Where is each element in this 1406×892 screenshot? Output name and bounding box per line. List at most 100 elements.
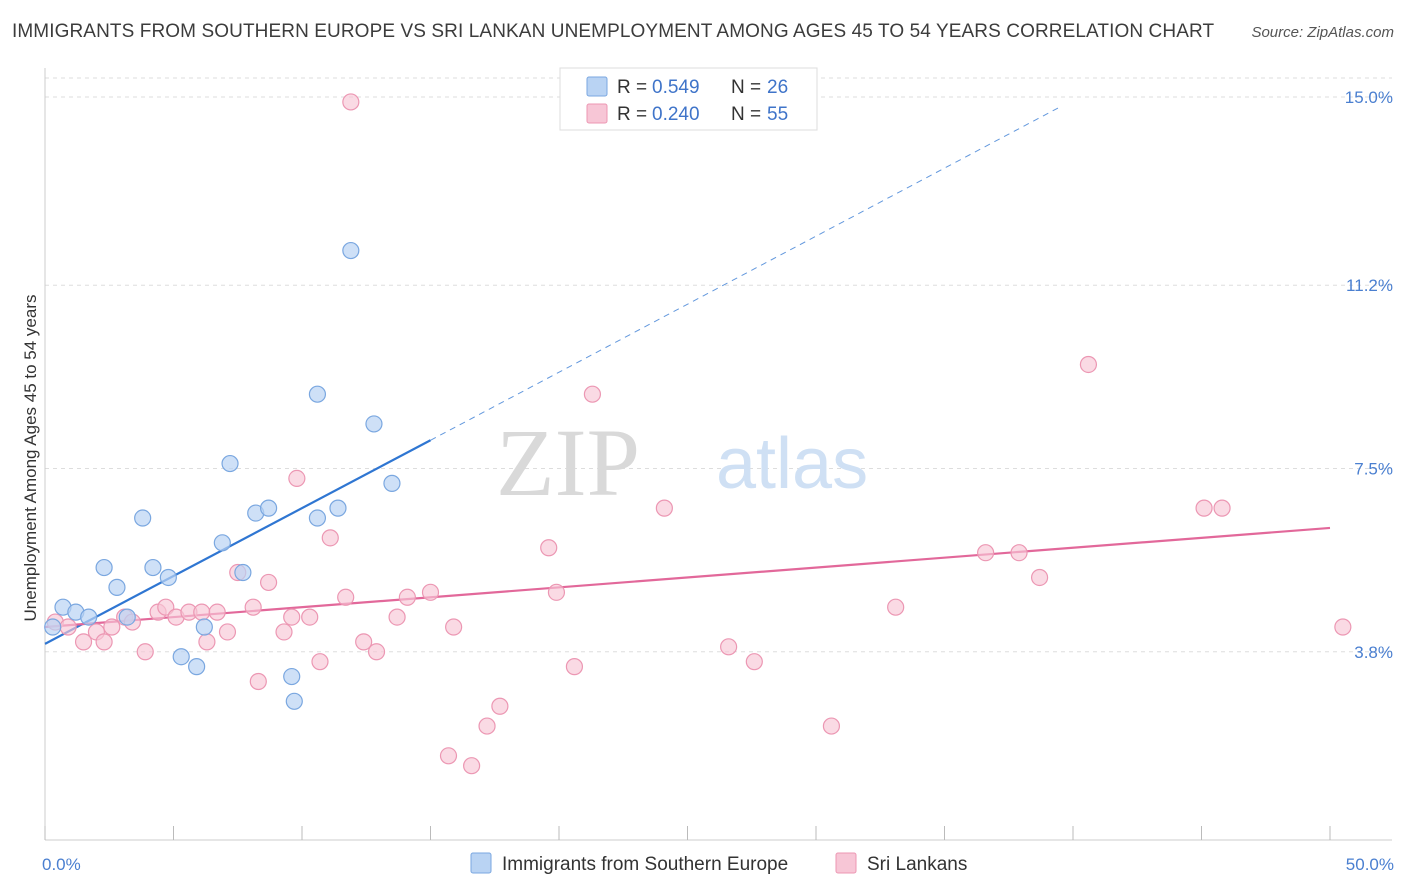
axes [44,68,1392,841]
points-southern-europe [44,241,401,710]
trend-line-southern-europe-extension [430,106,1061,441]
point-sri-lankans-41 [565,658,584,676]
point-southern-europe-14 [221,454,239,473]
point-sri-lankans-5 [103,618,121,636]
source-credit: Source: ZipAtlas.com [1251,24,1394,41]
point-southern-europe-5 [108,578,126,596]
point-sri-lankans-34 [439,747,458,765]
point-sri-lankans-21 [275,623,293,641]
point-sri-lankans-26 [321,529,339,547]
point-sri-lankans-14 [198,633,216,651]
point-sri-lankans-19 [249,672,267,691]
point-sri-lankans-18 [244,598,262,616]
point-southern-europe-17 [259,499,278,517]
point-sri-lankans-13 [193,603,211,621]
legend-r-value-pink: 0.240 [652,104,700,125]
legend-r-value-blue: 0.549 [652,77,700,98]
point-sri-lankans-51 [1079,355,1098,374]
bottom-legend-swatch-blue [470,852,492,874]
legend-n-label-pink: N = [731,104,761,125]
point-southern-europe-10 [172,648,190,666]
point-southern-europe-13 [213,534,231,552]
point-sri-lankans-33 [421,583,440,601]
point-southern-europe-12 [195,618,213,636]
point-southern-europe-3 [80,608,98,626]
point-southern-europe-21 [308,509,327,527]
point-sri-lankans-32 [398,588,416,606]
trend-line-southern-europe [44,439,432,645]
point-sri-lankans-24 [301,608,319,626]
point-southern-europe-9 [159,568,177,587]
point-sri-lankans-40 [547,583,566,601]
legend-r-label-blue: R = [617,77,647,98]
point-sri-lankans-43 [655,499,673,517]
point-southern-europe-11 [188,658,206,676]
point-sri-lankans-50 [1030,568,1049,587]
point-sri-lankans-36 [463,757,481,775]
watermark-zip: ZIP [496,409,640,516]
point-sri-lankans-46 [822,717,841,735]
legend-n-value-blue: 26 [767,77,788,98]
points-sri-lankans [46,93,1352,775]
point-sri-lankans-35 [445,618,463,636]
point-sri-lankans-29 [355,633,373,651]
point-sri-lankans-10 [157,598,175,616]
watermark-atlas: atlas [716,424,868,504]
point-southern-europe-22 [329,499,347,517]
point-southern-europe-8 [144,558,162,577]
point-sri-lankans-31 [388,608,406,626]
point-sri-lankans-4 [95,633,113,651]
series-legend: Immigrants from Southern Europe Sri Lank… [470,852,967,875]
point-southern-europe-25 [383,474,401,492]
trend-lines [44,106,1331,645]
point-sri-lankans-49 [1010,544,1028,562]
point-sri-lankans-45 [745,653,763,671]
point-sri-lankans-25 [311,653,329,671]
point-sri-lankans-42 [583,385,602,403]
bottom-legend-label-pink: Sri Lankans [867,854,967,875]
point-sri-lankans-47 [887,598,905,616]
point-sri-lankans-22 [283,608,301,626]
legend-r-label-pink: R = [617,104,647,125]
x-tick-label-min: 0.0% [42,855,81,874]
point-southern-europe-23 [342,241,360,260]
point-sri-lankans-44 [720,638,738,656]
point-southern-europe-19 [285,692,303,710]
legend-n-label-blue: N = [731,77,761,98]
point-southern-europe-6 [118,608,136,626]
correlation-legend: R = 0.549 N = 26 R = 0.240 N = 55 [559,67,818,131]
point-southern-europe-15 [234,563,252,582]
y-axis-title: Unemployment Among Ages 45 to 54 years [21,295,40,622]
point-sri-lankans-54 [1334,618,1352,636]
y-tick-label-3: 15.0% [1345,88,1393,107]
point-southern-europe-18 [283,667,301,686]
point-southern-europe-24 [365,415,383,433]
legend-n-value-pink: 55 [767,104,788,125]
point-sri-lankans-30 [367,643,386,661]
point-sri-lankans-37 [478,717,496,735]
bottom-legend-label-blue: Immigrants from Southern Europe [502,854,788,875]
point-southern-europe-7 [134,509,152,527]
point-sri-lankans-16 [218,623,237,641]
point-sri-lankans-20 [259,573,278,592]
y-tick-label-0: 3.8% [1354,643,1393,662]
y-tick-label-1: 7.5% [1354,460,1393,479]
point-sri-lankans-15 [208,603,226,621]
point-sri-lankans-8 [136,643,154,661]
y-tick-label-2: 11.2% [1346,276,1393,295]
chart-title: IMMIGRANTS FROM SOUTHERN EUROPE VS SRI L… [12,21,1215,42]
point-sri-lankans-52 [1195,499,1213,517]
point-southern-europe-0 [44,618,62,636]
point-sri-lankans-38 [491,697,509,715]
bottom-legend-swatch-pink [835,852,857,874]
point-sri-lankans-1 [59,618,77,636]
legend-swatch-pink [586,103,608,124]
point-sri-lankans-28 [342,93,360,111]
legend-swatch-blue [586,76,608,97]
y-tick-labels: 3.8% 7.5% 11.2% 15.0% [1345,88,1393,662]
point-southern-europe-20 [308,385,327,403]
x-tick-label-max: 50.0% [1346,855,1394,874]
point-sri-lankans-53 [1213,499,1231,517]
zipatlas-watermark: ZIP atlas [496,409,868,516]
